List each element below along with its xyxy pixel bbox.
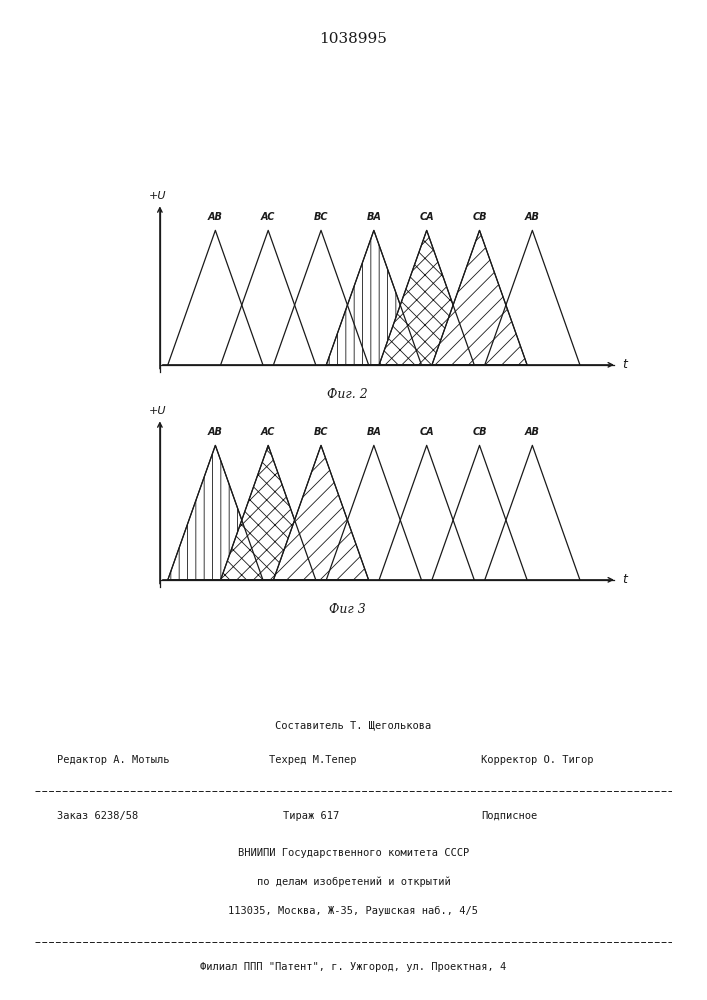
Text: ВНИИПИ Государственного комитета СССР: ВНИИПИ Государственного комитета СССР [238, 848, 469, 858]
Text: BC: BC [314, 212, 328, 222]
Polygon shape [327, 230, 421, 365]
Text: Подписное: Подписное [481, 811, 537, 821]
Text: Корректор О. Тигор: Корректор О. Тигор [481, 755, 593, 765]
Text: Техред М.Тепер: Техред М.Тепер [269, 755, 356, 765]
Text: BA: BA [366, 212, 381, 222]
Text: Филиал ППП "Патент", г. Ужгород, ул. Проектная, 4: Филиал ППП "Патент", г. Ужгород, ул. Про… [200, 962, 507, 972]
Polygon shape [221, 445, 316, 580]
Text: Редактор А. Мотыль: Редактор А. Мотыль [57, 755, 169, 765]
Text: AB: AB [208, 212, 223, 222]
Text: CB: CB [472, 212, 486, 222]
Text: CB: CB [472, 427, 486, 437]
Text: 113035, Москва, Ж-35, Раушская наб., 4/5: 113035, Москва, Ж-35, Раушская наб., 4/5 [228, 906, 479, 916]
Polygon shape [379, 230, 474, 365]
Text: AC: AC [261, 427, 276, 437]
Text: AB: AB [525, 212, 539, 222]
Text: $t$: $t$ [622, 358, 629, 371]
Text: CA: CA [419, 427, 434, 437]
Text: Фиг. 2: Фиг. 2 [327, 388, 368, 401]
Text: +U: +U [148, 406, 166, 416]
Text: BA: BA [366, 427, 381, 437]
Text: по делам изобретений и открытий: по делам изобретений и открытий [257, 877, 450, 887]
Text: AC: AC [261, 212, 276, 222]
Text: AB: AB [208, 427, 223, 437]
Text: $t$: $t$ [622, 573, 629, 586]
Text: CA: CA [419, 212, 434, 222]
Polygon shape [168, 445, 263, 580]
Text: Заказ 6238/58: Заказ 6238/58 [57, 811, 138, 821]
Text: 1038995: 1038995 [320, 32, 387, 46]
Polygon shape [432, 230, 527, 365]
Text: Тираж 617: Тираж 617 [283, 811, 339, 821]
Text: AB: AB [525, 427, 539, 437]
Text: Фиг 3: Фиг 3 [329, 603, 366, 616]
Polygon shape [274, 445, 368, 580]
Text: Составитель Т. Щеголькова: Составитель Т. Щеголькова [275, 721, 432, 731]
Text: +U: +U [148, 191, 166, 201]
Text: BC: BC [314, 427, 328, 437]
